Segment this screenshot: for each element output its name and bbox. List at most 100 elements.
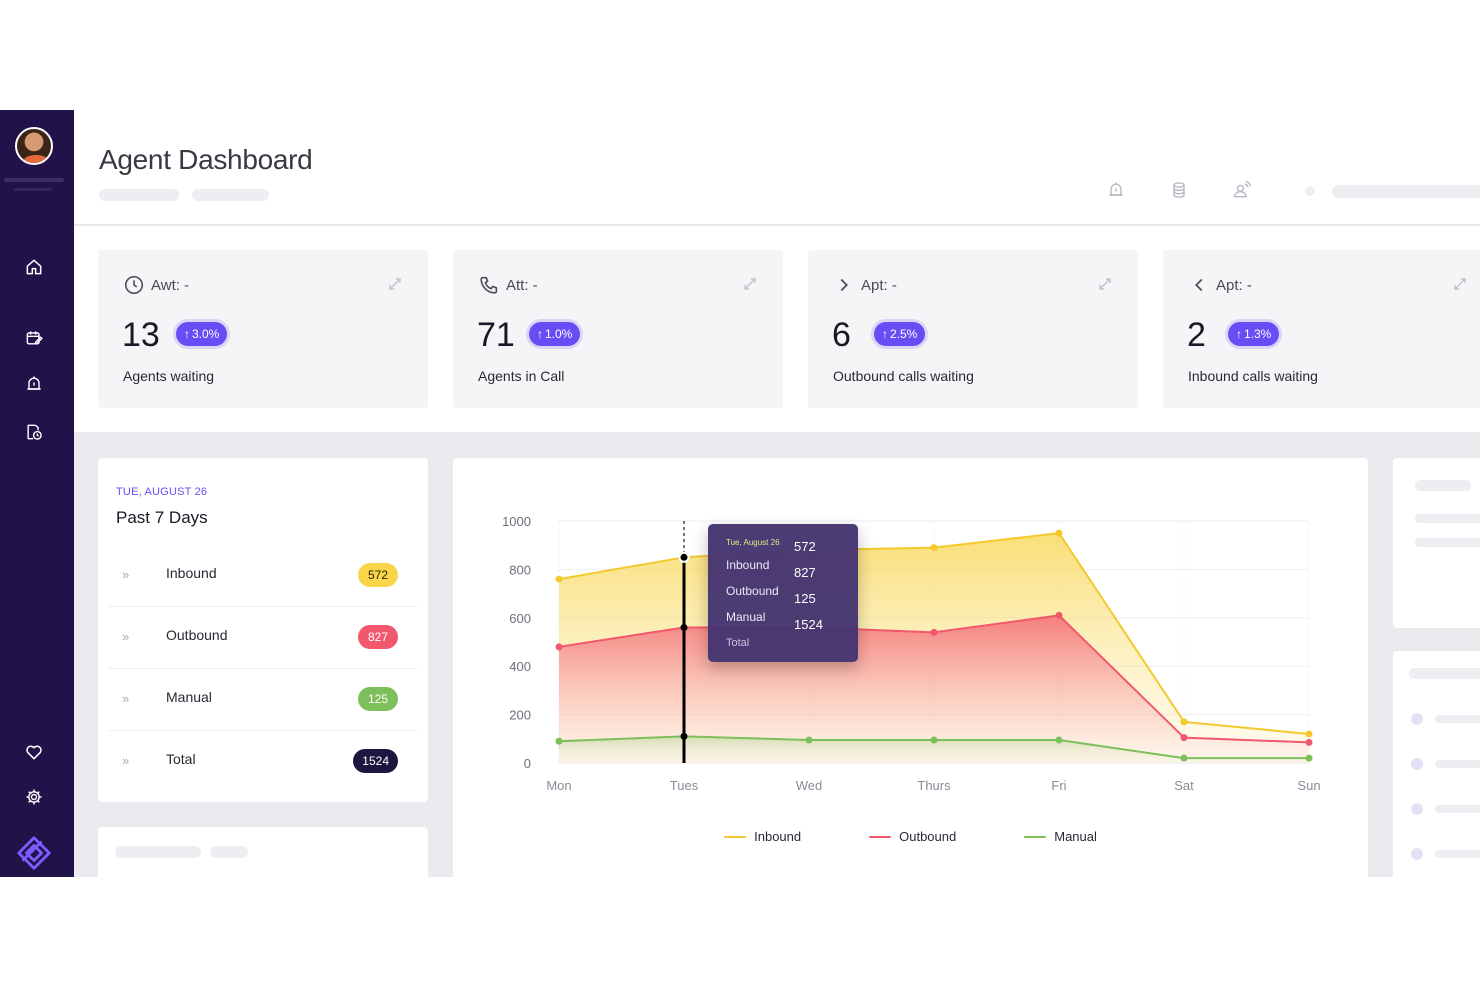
placeholder-line (1435, 715, 1480, 723)
x-tick-label: Sun (1297, 778, 1320, 793)
legend-label: Inbound (754, 829, 802, 844)
legend-label: Outbound (899, 829, 957, 844)
count-badge: 125 (358, 687, 398, 711)
y-tick-label: 800 (509, 562, 531, 577)
y-tick-label: 600 (509, 611, 531, 626)
summary-title: Past 7 Days (116, 508, 208, 527)
change-badge: ↑ 1.3% (1228, 322, 1280, 346)
count-badge: 1524 (353, 749, 398, 773)
legend-swatch (869, 835, 892, 838)
x-tick-label: Wed (796, 778, 823, 793)
stat-label: Outbound calls waiting (833, 368, 974, 384)
expand-icon[interactable] (1097, 276, 1113, 292)
stat-value: 6 (832, 316, 851, 354)
home-icon[interactable] (22, 255, 46, 279)
change-badge: ↑ 2.5% (874, 322, 926, 346)
gear-icon[interactable] (22, 785, 46, 809)
account-name-placeholder (1332, 185, 1480, 198)
placeholder-line (1415, 480, 1471, 491)
tooltip-value: 827 (794, 565, 816, 580)
radio-placeholder[interactable] (1411, 758, 1423, 770)
chevron-left-icon (1195, 278, 1203, 292)
radio-placeholder[interactable] (1411, 848, 1423, 860)
legend-swatch (724, 835, 747, 838)
x-tick-label: Thurs (917, 778, 951, 793)
footer-placeholder (210, 846, 248, 858)
legend-item-manual[interactable]: Manual (1024, 829, 1097, 844)
database-icon[interactable] (1168, 179, 1190, 201)
placeholder-line (1409, 668, 1480, 679)
count-badge: 827 (358, 625, 398, 649)
summary-row-total[interactable]: » Total 1524 (108, 731, 418, 793)
stat-header: Apt: - (833, 274, 897, 296)
summary-footer-panel (98, 827, 428, 877)
side-panel-bottom (1393, 651, 1480, 877)
subtitle-placeholder (99, 189, 179, 201)
summary-panel: TUE, AUGUST 26 Past 7 Days » Inbound 572… (98, 458, 428, 802)
data-point-manual (805, 736, 813, 744)
calendar-edit-icon[interactable] (22, 326, 46, 350)
radio-placeholder[interactable] (1411, 803, 1423, 815)
username-placeholder (4, 178, 64, 182)
summary-row-outbound[interactable]: » Outbound 827 (108, 607, 418, 669)
x-tick-label: Tues (670, 778, 699, 793)
stat-label: Agents in Call (478, 368, 565, 384)
user-avatar[interactable] (15, 127, 53, 165)
expand-icon[interactable] (742, 276, 758, 292)
summary-date: TUE, AUGUST 26 (116, 486, 208, 498)
clock-icon (124, 275, 144, 295)
heart-icon[interactable] (22, 740, 46, 764)
radio-placeholder[interactable] (1411, 713, 1423, 725)
alarm-bell-icon[interactable] (22, 372, 46, 396)
document-clock-icon[interactable] (22, 420, 46, 444)
data-point-outbound (1180, 734, 1188, 742)
change-badge: ↑ 3.0% (176, 322, 228, 346)
stat-header: Awt: - (123, 274, 189, 296)
side-panel-top (1393, 458, 1480, 628)
stat-card-agents-waiting[interactable]: Awt: - 13 ↑ 3.0% Agents waiting (98, 250, 428, 408)
stat-metric: Awt: - (151, 276, 190, 294)
legend-swatch (1024, 835, 1047, 838)
stat-metric: Apt: - (861, 276, 897, 294)
legend-label: Manual (1054, 829, 1097, 844)
tooltip-label: Manual (726, 610, 766, 624)
data-point-inbound (1055, 529, 1063, 537)
subtitle-placeholder (192, 189, 269, 201)
expand-icon[interactable] (387, 276, 403, 292)
stat-value: 13 (122, 316, 160, 354)
placeholder-line (1415, 514, 1480, 523)
alarm-bell-icon[interactable] (1105, 179, 1127, 201)
arrow-up-icon: ↑ (184, 327, 190, 341)
y-tick-label: 0 (524, 756, 531, 771)
stat-value: 71 (477, 316, 515, 354)
stat-metric: Apt: - (1216, 276, 1252, 294)
summary-row-inbound[interactable]: » Inbound 572 (108, 545, 418, 607)
page-header: Agent Dashboard (74, 110, 1480, 225)
phone-icon (480, 276, 498, 294)
tooltip-label: Total (726, 637, 750, 649)
double-chevron-icon: » (122, 629, 130, 644)
legend-item-outbound[interactable]: Outbound (869, 829, 956, 844)
stat-card-outbound-waiting[interactable]: Apt: - 6 ↑ 2.5% Outbound calls waiting (808, 250, 1138, 408)
summary-row-manual[interactable]: » Manual 125 (108, 669, 418, 731)
tooltip-value: 572 (794, 539, 816, 554)
stat-header: Att: - (478, 274, 538, 296)
brand-logo-icon[interactable] (15, 834, 53, 872)
chart-tooltip: Tue, August 26 Inbound Outbound Manual T… (708, 524, 858, 662)
expand-icon[interactable] (1452, 276, 1468, 292)
x-tick-label: Sat (1174, 778, 1194, 793)
highlight-point-manual (680, 732, 688, 740)
chevron-right-icon (840, 278, 848, 292)
user-broadcast-icon[interactable] (1231, 179, 1253, 201)
chart-legend: Inbound Outbound Manual (453, 829, 1368, 844)
chart-panel: 0 200 400 600 800 1000 Mon Tues Wed Thurs Fri Sat Su… (453, 458, 1368, 877)
stat-card-inbound-waiting[interactable]: Apt: - 2 ↑ 1.3% Inbound calls waiting (1163, 250, 1480, 408)
legend-item-inbound[interactable]: Inbound (724, 829, 801, 844)
status-dot-placeholder (1305, 186, 1315, 196)
app-window: Agent Dashboard Awt: - 13 ↑ 3.0% Agents w… (0, 110, 1480, 877)
change-badge: ↑ 1.0% (529, 322, 581, 346)
data-point-manual (555, 737, 563, 745)
double-chevron-icon: » (122, 691, 130, 706)
stat-card-agents-in-call[interactable]: Att: - 71 ↑ 1.0% Agents in Call (453, 250, 783, 408)
row-label: Total (166, 751, 196, 767)
